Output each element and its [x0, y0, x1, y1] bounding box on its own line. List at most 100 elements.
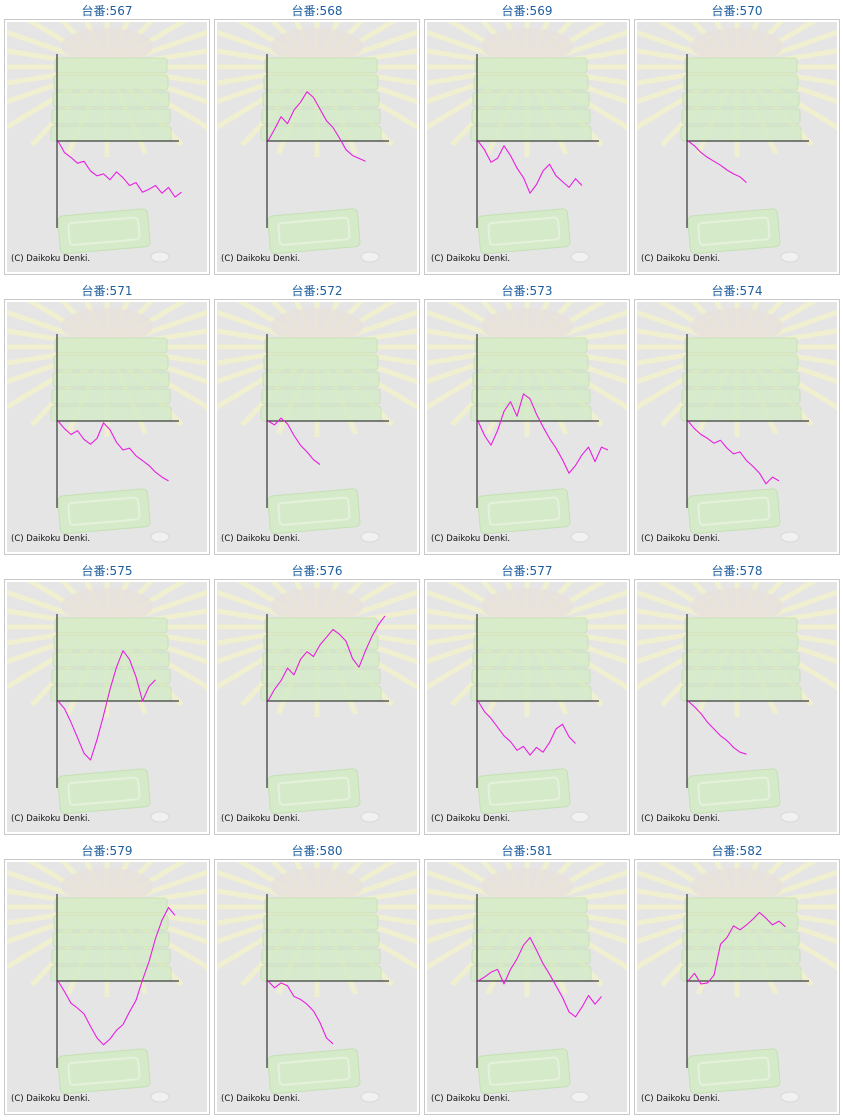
coin-icon: [360, 811, 380, 823]
graph-frame: (C) Daikoku Denki.: [4, 859, 210, 1115]
machine-number-title[interactable]: 台番:567: [81, 4, 133, 18]
coin-icon: [570, 531, 590, 543]
coin-icon: [570, 811, 590, 823]
copyright-text: (C) Daikoku Denki.: [641, 814, 720, 824]
coin-icon: [780, 531, 800, 543]
graph-svg: (C) Daikoku Denki.: [637, 302, 837, 552]
graph-frame: (C) Daikoku Denki.: [214, 579, 420, 835]
series-line: [477, 700, 576, 756]
graph-svg: (C) Daikoku Denki.: [217, 582, 417, 832]
graph-frame: (C) Daikoku Denki.: [4, 19, 210, 275]
machine-number-title[interactable]: 台番:568: [291, 4, 343, 18]
graph-frame: (C) Daikoku Denki.: [214, 859, 420, 1115]
series-line: [477, 936, 602, 1018]
series-line: [477, 393, 609, 474]
machine-number-title[interactable]: 台番:576: [291, 564, 343, 578]
tray-illustration: [477, 208, 571, 255]
stacked-boxes-illustration: [50, 28, 172, 142]
copyright-text: (C) Daikoku Denki.: [431, 814, 510, 824]
graph-frame: (C) Daikoku Denki.: [4, 579, 210, 835]
machine-graph-card[interactable]: 台番:580 (C) Daikoku Denki.: [214, 840, 420, 1118]
machine-number-title[interactable]: 台番:574: [711, 284, 763, 298]
graph-frame: (C) Daikoku Denki.: [634, 859, 840, 1115]
machine-number-title[interactable]: 台番:577: [501, 564, 553, 578]
copyright-text: (C) Daikoku Denki.: [11, 254, 90, 264]
machine-graph-card[interactable]: 台番:572 (C) Daikoku Denki.: [214, 280, 420, 558]
tray-illustration: [267, 768, 361, 815]
machine-number-title[interactable]: 台番:582: [711, 844, 763, 858]
machine-graph-card[interactable]: 台番:567 (C) Daikoku Denki.: [4, 0, 210, 278]
machine-graph-card[interactable]: 台番:578 (C) Daikoku Denki.: [634, 560, 840, 838]
graph-svg: (C) Daikoku Denki.: [7, 862, 207, 1112]
coin-icon: [360, 1091, 380, 1103]
machine-number-title[interactable]: 台番:580: [291, 844, 343, 858]
machine-number-title[interactable]: 台番:579: [81, 844, 133, 858]
tray-illustration: [687, 1048, 781, 1095]
graph-frame: (C) Daikoku Denki.: [424, 299, 630, 555]
graph-frame: (C) Daikoku Denki.: [634, 299, 840, 555]
machine-graph-card[interactable]: 台番:577 (C) Daikoku Denki.: [424, 560, 630, 838]
coin-icon: [150, 1091, 170, 1103]
tray-illustration: [477, 768, 571, 815]
machine-number-title[interactable]: 台番:569: [501, 4, 553, 18]
machine-graph-card[interactable]: 台番:582 (C) Daikoku Denki.: [634, 840, 840, 1118]
copyright-text: (C) Daikoku Denki.: [11, 1094, 90, 1104]
stacked-boxes-illustration: [260, 868, 382, 982]
graph-svg: (C) Daikoku Denki.: [7, 22, 207, 272]
graph-svg: (C) Daikoku Denki.: [217, 302, 417, 552]
coin-icon: [150, 251, 170, 263]
stacked-boxes-illustration: [470, 308, 592, 422]
machine-graph-card[interactable]: 台番:569 (C) Daikoku Denki.: [424, 0, 630, 278]
graph-svg: (C) Daikoku Denki.: [217, 22, 417, 272]
series-line: [687, 700, 747, 755]
machine-graph-card[interactable]: 台番:581 (C) Daikoku Denki.: [424, 840, 630, 1118]
machine-number-title[interactable]: 台番:570: [711, 4, 763, 18]
tray-illustration: [477, 1048, 571, 1095]
series-line: [687, 911, 786, 985]
machine-graph-card[interactable]: 台番:571 (C) Daikoku Denki.: [4, 280, 210, 558]
tray-illustration: [57, 768, 151, 815]
series-line: [57, 650, 156, 761]
tray-illustration: [687, 488, 781, 535]
machine-graph-card[interactable]: 台番:568 (C) Daikoku Denki.: [214, 0, 420, 278]
graph-frame: (C) Daikoku Denki.: [424, 579, 630, 835]
series-line: [267, 417, 321, 465]
tray-illustration: [57, 1048, 151, 1095]
machine-graph-card[interactable]: 台番:574 (C) Daikoku Denki.: [634, 280, 840, 558]
stacked-boxes-illustration: [680, 868, 802, 982]
stacked-boxes-illustration: [470, 28, 592, 142]
machine-number-title[interactable]: 台番:578: [711, 564, 763, 578]
stacked-boxes-illustration: [260, 588, 382, 702]
series-line: [267, 615, 386, 702]
graph-frame: (C) Daikoku Denki.: [214, 19, 420, 275]
copyright-text: (C) Daikoku Denki.: [641, 254, 720, 264]
coin-icon: [570, 1091, 590, 1103]
stacked-boxes-illustration: [260, 308, 382, 422]
copyright-text: (C) Daikoku Denki.: [11, 814, 90, 824]
stacked-boxes-illustration: [680, 28, 802, 142]
series-line: [267, 980, 334, 1045]
stacked-boxes-illustration: [50, 588, 172, 702]
graph-frame: (C) Daikoku Denki.: [424, 859, 630, 1115]
machine-graph-card[interactable]: 台番:573 (C) Daikoku Denki.: [424, 280, 630, 558]
machine-graph-card[interactable]: 台番:579 (C) Daikoku Denki.: [4, 840, 210, 1118]
machine-graph-card[interactable]: 台番:570 (C) Daikoku Denki.: [634, 0, 840, 278]
machine-number-title[interactable]: 台番:581: [501, 844, 553, 858]
graph-svg: (C) Daikoku Denki.: [427, 302, 627, 552]
machine-number-title[interactable]: 台番:571: [81, 284, 133, 298]
graph-frame: (C) Daikoku Denki.: [4, 299, 210, 555]
coin-icon: [360, 251, 380, 263]
machine-number-title[interactable]: 台番:575: [81, 564, 133, 578]
graph-svg: (C) Daikoku Denki.: [637, 22, 837, 272]
machine-graph-card[interactable]: 台番:576 (C) Daikoku Denki.: [214, 560, 420, 838]
machine-number-title[interactable]: 台番:572: [291, 284, 343, 298]
stacked-boxes-illustration: [260, 28, 382, 142]
tray-illustration: [267, 1048, 361, 1095]
tray-illustration: [267, 488, 361, 535]
machine-number-title[interactable]: 台番:573: [501, 284, 553, 298]
coin-icon: [780, 811, 800, 823]
copyright-text: (C) Daikoku Denki.: [221, 534, 300, 544]
stacked-boxes-illustration: [50, 868, 172, 982]
stacked-boxes-illustration: [50, 308, 172, 422]
machine-graph-card[interactable]: 台番:575 (C) Daikoku Denki.: [4, 560, 210, 838]
